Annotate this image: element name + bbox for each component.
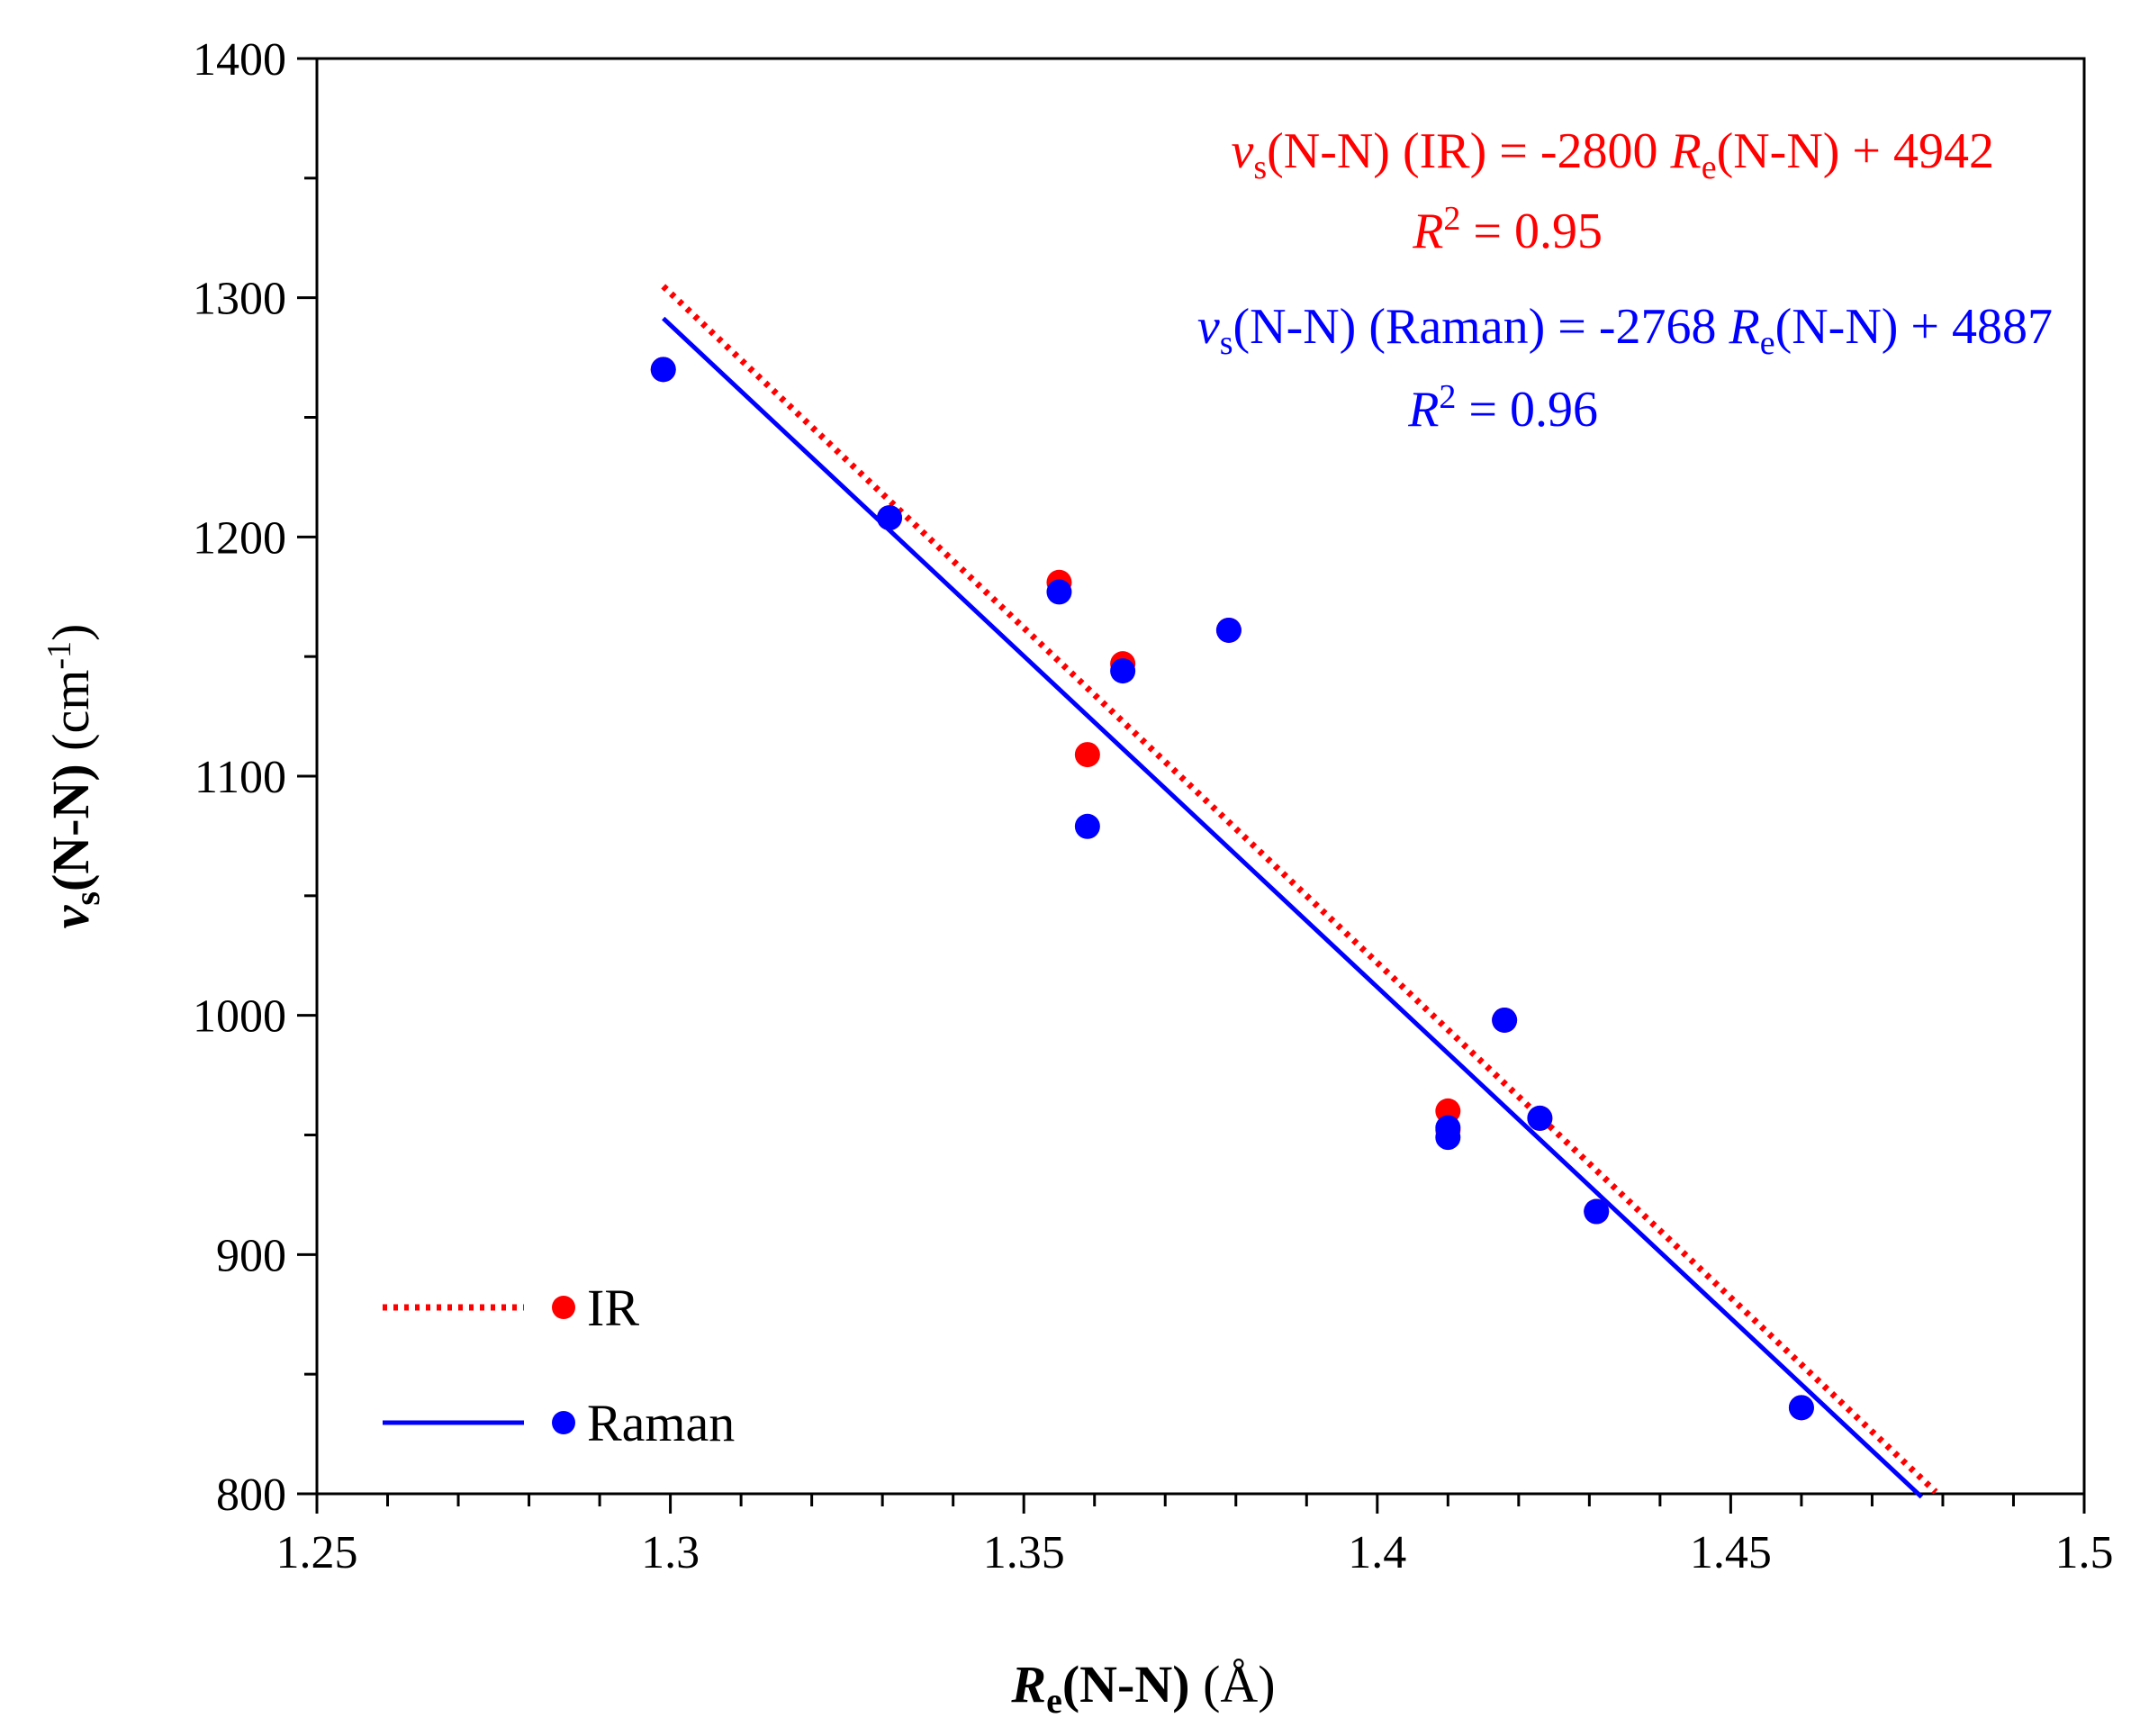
- raman-point: [650, 357, 676, 383]
- raman-point: [1046, 579, 1072, 605]
- raman-fit-line: [662, 316, 1924, 1499]
- x-tick-label: 1.4: [1348, 1527, 1406, 1578]
- raman-point: [1584, 1198, 1610, 1225]
- raman-point: [1527, 1105, 1553, 1131]
- legend-ir-label: IR: [587, 1279, 639, 1337]
- ir-r2: R2 = 0.95: [1412, 200, 1603, 259]
- x-tick-label: 1.5: [2055, 1527, 2114, 1578]
- ir-point: [1074, 742, 1100, 768]
- y-tick-label: 1000: [193, 991, 286, 1043]
- legend-ir-marker: [552, 1296, 575, 1319]
- y-tick-label: 1200: [193, 512, 286, 564]
- raman-point: [1788, 1395, 1814, 1421]
- raman-point: [877, 505, 903, 531]
- y-tick-label: 800: [216, 1469, 286, 1521]
- y-tick-label: 1300: [193, 274, 286, 325]
- raman-point: [1215, 617, 1242, 643]
- raman-equation: vs(N-N) (Raman) = -2768 Re(N-N) + 4887: [1197, 299, 2053, 362]
- y-tick-label: 900: [216, 1230, 286, 1281]
- x-tick-labels: 1.25 1.3 1.35 1.4 1.45 1.5: [276, 1527, 2114, 1578]
- raman-r2: R2 = 0.96: [1407, 378, 1598, 438]
- y-tick-label: 1400: [193, 34, 286, 86]
- raman-point: [1074, 813, 1100, 839]
- raman-point: [1110, 658, 1136, 684]
- data-points: [650, 357, 1814, 1421]
- raman-point: [1492, 1007, 1518, 1033]
- plot-area-frame: [315, 57, 2086, 1496]
- legend-raman-marker: [552, 1411, 575, 1434]
- x-tick-label: 1.25: [276, 1527, 358, 1578]
- y-tick-label: 1100: [194, 752, 286, 803]
- ir-equation: vs(N-N) (IR) = -2800 Re(N-N) + 4942: [1231, 123, 1994, 186]
- ir-fit-line: [661, 284, 1938, 1495]
- y-tick-labels: 800 900 1000 1100 1200 1300 1400: [193, 34, 286, 1521]
- x-axis-title: Re(N-N) (Å): [1010, 1655, 1275, 1721]
- x-tick-label: 1.3: [641, 1527, 700, 1578]
- fit-lines: [661, 284, 1938, 1499]
- legend-raman-label: Raman: [587, 1394, 735, 1452]
- legend: IR Raman: [383, 1279, 735, 1452]
- x-tick-label: 1.45: [1690, 1527, 1772, 1578]
- x-tick-label: 1.35: [983, 1527, 1065, 1578]
- axis-ticks: [297, 57, 2086, 1514]
- raman-point: [1435, 1125, 1461, 1151]
- y-axis-title: vs(N-N) (cm-1): [41, 624, 107, 929]
